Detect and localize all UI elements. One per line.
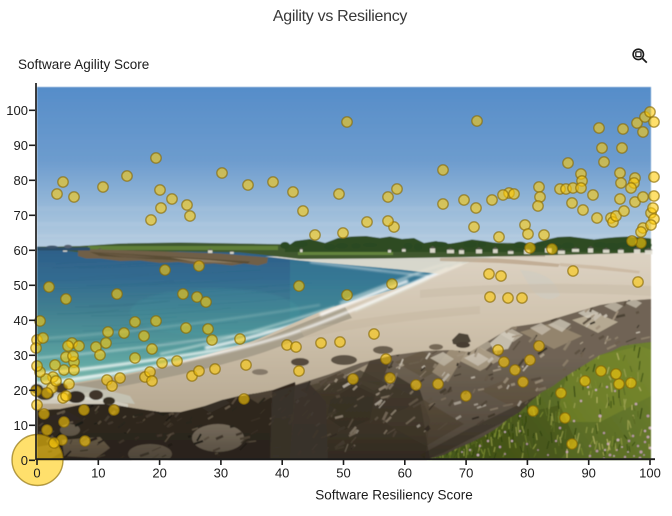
svg-text:10: 10 xyxy=(14,418,28,433)
svg-text:30: 30 xyxy=(14,348,28,363)
svg-text:100: 100 xyxy=(639,466,661,481)
svg-text:0: 0 xyxy=(21,453,28,468)
svg-text:60: 60 xyxy=(14,243,28,258)
svg-text:Agility vs Resiliency: Agility vs Resiliency xyxy=(273,8,407,25)
svg-text:80: 80 xyxy=(520,466,534,481)
svg-text:90: 90 xyxy=(14,138,28,153)
svg-text:30: 30 xyxy=(214,466,228,481)
svg-text:90: 90 xyxy=(581,466,595,481)
svg-text:Software Agility Score: Software Agility Score xyxy=(18,57,149,72)
svg-text:60: 60 xyxy=(398,466,412,481)
svg-text:40: 40 xyxy=(275,466,289,481)
svg-text:50: 50 xyxy=(14,278,28,293)
svg-text:70: 70 xyxy=(459,466,473,481)
svg-text:20: 20 xyxy=(152,466,166,481)
svg-text:Software Resiliency Score: Software Resiliency Score xyxy=(315,488,473,503)
svg-text:50: 50 xyxy=(336,466,350,481)
svg-text:0: 0 xyxy=(33,466,40,481)
svg-text:40: 40 xyxy=(14,313,28,328)
svg-text:70: 70 xyxy=(14,208,28,223)
svg-text:80: 80 xyxy=(14,173,28,188)
svg-text:20: 20 xyxy=(14,383,28,398)
svg-text:10: 10 xyxy=(91,466,105,481)
svg-text:100: 100 xyxy=(6,103,28,118)
